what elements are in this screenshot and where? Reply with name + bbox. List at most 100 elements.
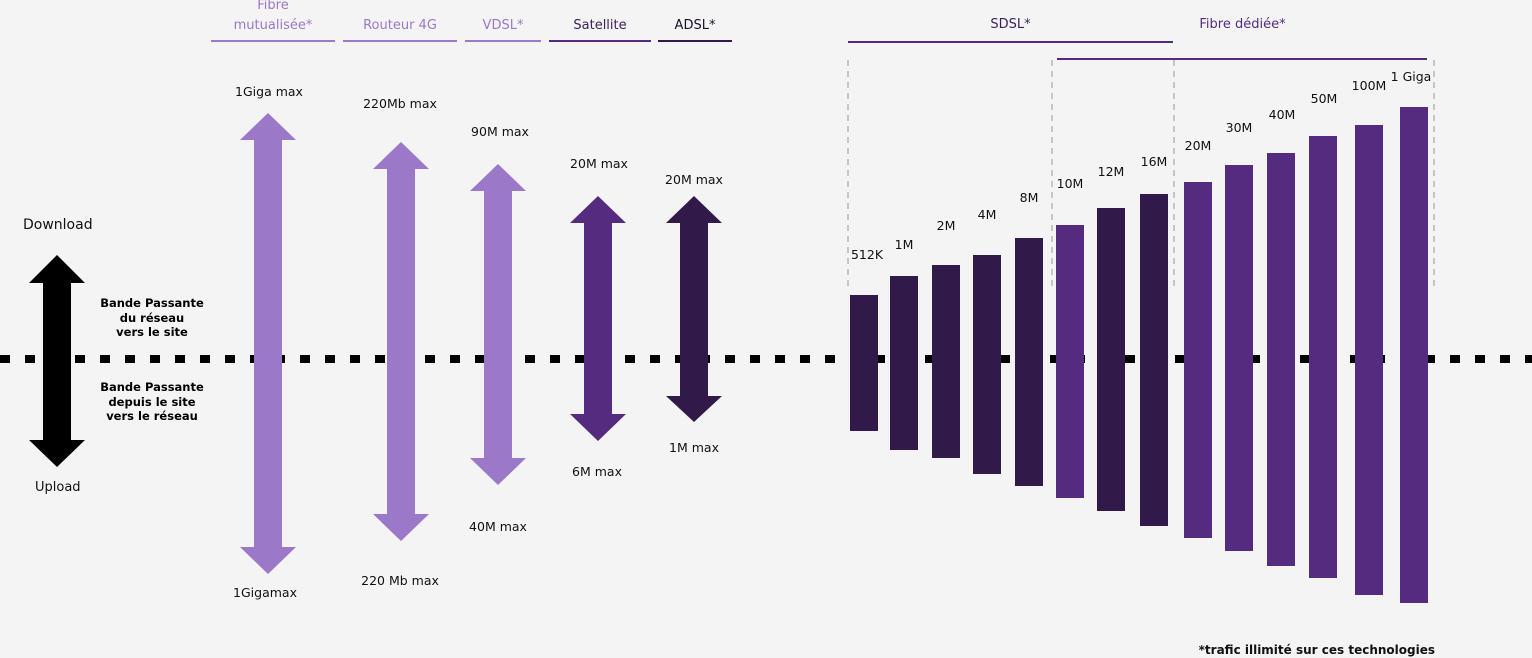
arrow-fibre-mutualis-e: [240, 113, 296, 574]
dashed-line-segment: [175, 355, 185, 363]
header-underline: [848, 41, 1173, 43]
dashed-line-segment: [1300, 355, 1310, 363]
dashed-line-segment: [750, 355, 760, 363]
dashed-line-segment: [550, 355, 560, 363]
bar-1giga: [1400, 107, 1428, 603]
legend-upper-line: du réseau: [119, 310, 185, 325]
upload-label: Upload: [35, 480, 81, 495]
bar-label: 20M: [1184, 138, 1212, 153]
header-underline: [211, 40, 335, 42]
dashed-line-segment: [650, 355, 660, 363]
dashed-line-segment: [125, 355, 135, 363]
fibre-mutualisee-download: 1Giga max: [235, 84, 303, 99]
vdsl-download: 90M max: [471, 124, 529, 139]
dashed-line-segment: [575, 355, 585, 363]
bar-512k: [850, 295, 878, 431]
bar-label: 16M: [1140, 154, 1168, 169]
arrow-satellite: [570, 196, 626, 441]
bar-label: 50M: [1310, 91, 1338, 106]
dashed-line-segment: [1475, 355, 1485, 363]
dashed-line-segment: [325, 355, 335, 363]
dashed-line-segment: [1425, 355, 1435, 363]
satellite-upload: 6M max: [572, 464, 622, 479]
arrow-vdsl: [470, 164, 526, 485]
dashed-line-segment: [1500, 355, 1510, 363]
dashed-line-segment: [100, 355, 110, 363]
dashed-line-segment: [775, 355, 785, 363]
dashed-line-segment: [875, 355, 885, 363]
dashed-line-segment: [1125, 355, 1135, 363]
dashed-line-segment: [375, 355, 385, 363]
bar-10m: [1056, 225, 1084, 498]
adsl-upload: 1M max: [669, 440, 719, 455]
legend-lower-line: depuis le site: [108, 394, 196, 409]
bar-12m: [1097, 208, 1125, 511]
legend-lower-line: vers le réseau: [106, 409, 198, 423]
bar-2m: [932, 265, 960, 458]
dashed-line-segment: [800, 355, 810, 363]
bar-16m: [1140, 194, 1168, 526]
routeur-4g-download: 220Mb max: [363, 96, 437, 111]
arrow-adsl: [666, 196, 722, 422]
fibre-dediee-underline: [1057, 58, 1427, 60]
dashed-line-segment: [425, 355, 435, 363]
dashed-line-segment: [525, 355, 535, 363]
header-underline: [465, 40, 541, 42]
bar-label: 512K: [850, 247, 884, 262]
header-underline: [658, 40, 732, 42]
header-underline: [343, 40, 457, 42]
routeur-4g-upload: 220 Mb max: [361, 573, 439, 588]
legend-upper-text: Bande Passante du réseau vers le site: [100, 296, 204, 340]
dashed-line-segment: [450, 355, 460, 363]
bar-label: 1M: [894, 237, 914, 252]
header-satellite: Satellite: [549, 16, 651, 42]
dashed-line-segment: [1000, 355, 1010, 363]
dashed-line-segment: [350, 355, 360, 363]
bar-label: 1 Giga: [1390, 69, 1432, 84]
header-underline: [549, 40, 651, 42]
dashed-line-segment: [75, 355, 85, 363]
dashed-line-segment: [825, 355, 835, 363]
adsl-download: 20M max: [665, 172, 723, 187]
dashed-line-segment: [1250, 355, 1260, 363]
bar-30m: [1225, 165, 1253, 551]
bar-40m: [1267, 153, 1295, 566]
legend-lower-text: Bande Passante depuis le site vers le ré…: [100, 380, 204, 424]
bar-8m: [1015, 238, 1043, 486]
bar-label: 40M: [1268, 107, 1296, 122]
satellite-download: 20M max: [570, 156, 628, 171]
header-line: VDSL*: [482, 18, 524, 33]
bar-1m: [890, 276, 918, 450]
bar-4m: [973, 255, 1001, 474]
header-line: Routeur 4G: [363, 18, 437, 33]
dashed-line-segment: [200, 355, 210, 363]
bar-50m: [1309, 136, 1337, 578]
dashed-line-segment: [0, 355, 10, 363]
header-line: mutualisée*: [233, 18, 313, 33]
dashed-line-segment: [25, 355, 35, 363]
bar-label: 12M: [1097, 164, 1125, 179]
bar-20m: [1184, 182, 1212, 538]
dashed-line-segment: [150, 355, 160, 363]
arrow-routeur-4g: [373, 142, 429, 541]
legend-double-arrow-icon: [29, 255, 85, 467]
bar-label: 10M: [1056, 176, 1084, 191]
vdsl-upload: 40M max: [469, 519, 527, 534]
header-sdsl: SDSL*: [848, 15, 1173, 43]
legend-lower-line: Bande Passante: [100, 380, 204, 394]
dashed-line-segment: [1050, 355, 1060, 363]
fibre-mutualisee-upload: 1Gigamax: [233, 585, 297, 600]
dashed-line-segment: [1175, 355, 1185, 363]
header-line: ADSL*: [674, 18, 716, 33]
header-vdsl: VDSL*: [465, 16, 541, 42]
legend-upper-line: vers le site: [116, 325, 188, 339]
header-line: Fibre: [257, 0, 289, 13]
dashed-line-segment: [475, 355, 485, 363]
bar-label: 8M: [1019, 190, 1039, 205]
bar-label: 30M: [1225, 120, 1253, 135]
dashed-line-segment: [925, 355, 935, 363]
legend-upper-line: Bande Passante: [100, 296, 204, 310]
bar-label: 4M: [977, 207, 997, 222]
dashed-line-segment: [300, 355, 310, 363]
